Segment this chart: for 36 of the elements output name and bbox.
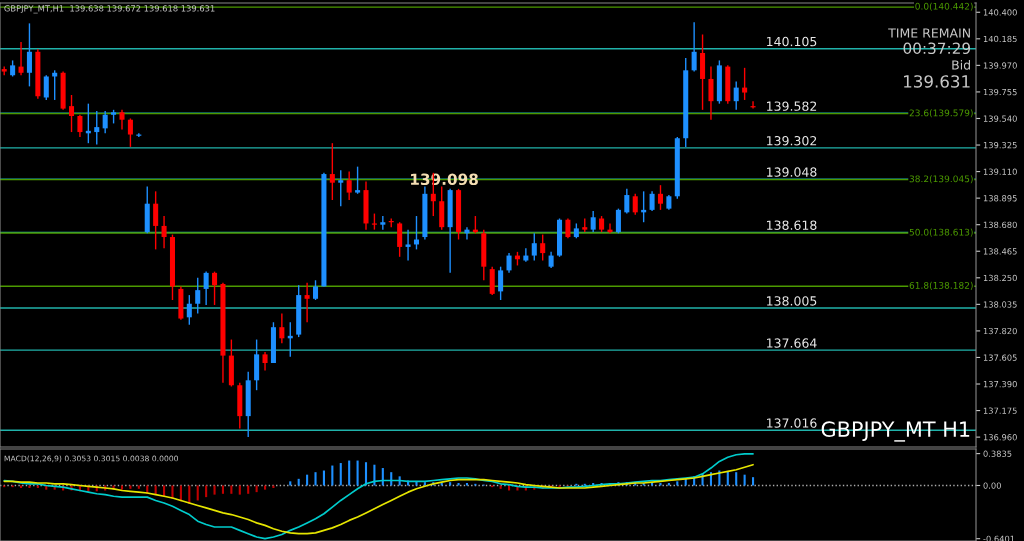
annotation: 139.631: [904, 75, 970, 88]
ref-line-label: 138.618: [767, 220, 817, 230]
annotation: Bid: [952, 60, 970, 70]
y-tick-label: 139.970: [983, 62, 1017, 69]
ref-line-label: 139.302: [767, 135, 817, 146]
y-tick-label: 0.3835: [983, 450, 1012, 457]
y-tick-label: 140.400: [983, 9, 1017, 16]
y-tick-label: 138.680: [983, 221, 1017, 228]
ref-line-label: 38.2(139.045): [909, 175, 973, 184]
y-tick-label: 139.755: [983, 88, 1017, 96]
y-tick-label: 140.185: [983, 35, 1017, 43]
y-tick-label: 138.250: [983, 274, 1017, 282]
ref-line-label: 137.664: [767, 338, 817, 348]
y-tick-label: 136.960: [983, 434, 1017, 441]
ref-line-label: 23.6(139.579): [909, 109, 973, 118]
ref-line-label: 139.048: [767, 167, 817, 177]
y-tick-label: 138.035: [983, 301, 1017, 308]
y-tick-label: 0.00: [983, 482, 1001, 489]
ref-line-label: 0.0(140.442): [915, 2, 973, 11]
y-tick-label: 137.390: [983, 380, 1017, 388]
y-tick-label: 137.605: [983, 354, 1017, 361]
y-tick-label: 139.325: [983, 142, 1017, 149]
y-tick-label: 138.465: [983, 248, 1017, 255]
annotation: TIME REMAIN: [888, 28, 970, 38]
ref-line-label: 50.0(138.613): [909, 228, 973, 237]
y-tick-label: 138.895: [983, 195, 1017, 202]
ref-line-label: 61.8(138.182): [909, 281, 973, 290]
y-tick-label: 139.110: [983, 168, 1017, 175]
ref-line-label: 139.582: [767, 101, 817, 111]
ref-line-label: 137.016: [767, 418, 817, 428]
y-tick-label: 137.820: [983, 327, 1017, 335]
y-tick-label: -0.6401: [983, 535, 1015, 541]
y-tick-label: 137.175: [983, 407, 1017, 414]
ref-line-label: 138.005: [767, 296, 817, 306]
ref-line-label: 140.105: [767, 36, 817, 47]
y-tick-label: 139.540: [983, 115, 1017, 122]
